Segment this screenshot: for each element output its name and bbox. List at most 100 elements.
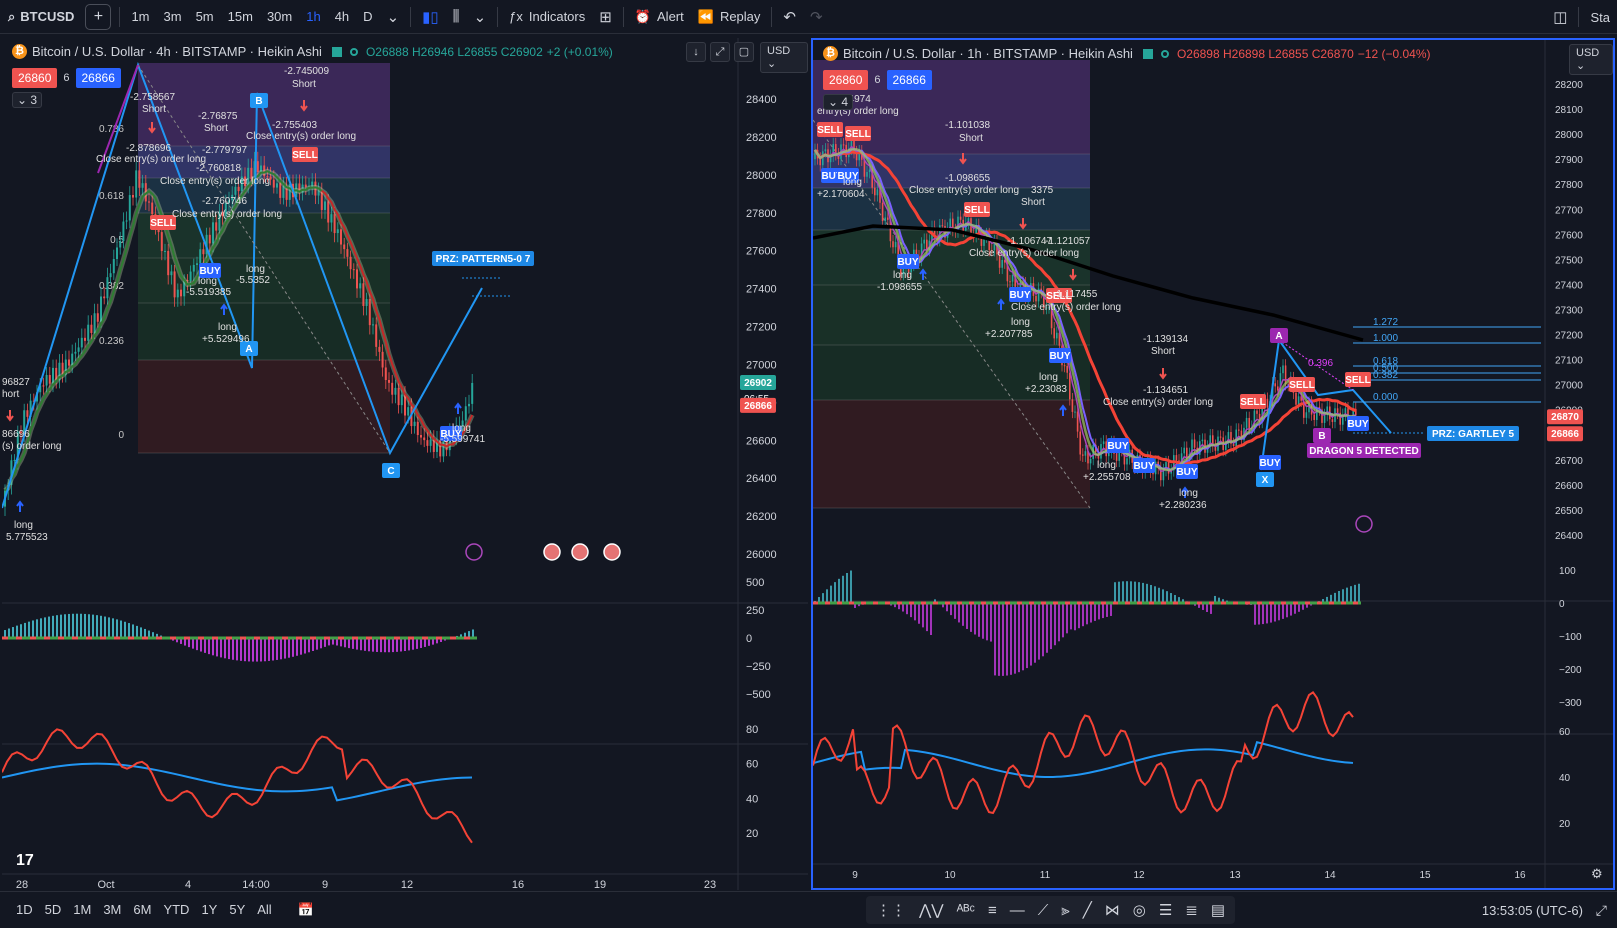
ask-button[interactable]: 26866: [886, 70, 932, 90]
interval-3m[interactable]: 3m: [163, 9, 182, 24]
add-symbol-button[interactable]: +: [85, 3, 112, 30]
macd-tick-label: −200: [1559, 665, 1582, 676]
symbol-search[interactable]: ⌕ BTCUSD: [0, 0, 81, 34]
candle-body: [285, 186, 288, 200]
grip-icon[interactable]: ⋮⋮: [876, 902, 906, 919]
candle-body: [324, 201, 326, 210]
horizontal-line-icon[interactable]: —: [1009, 901, 1025, 919]
layout-grid-icon[interactable]: ⊞: [599, 8, 612, 26]
candle-body: [420, 435, 422, 438]
candles-icon[interactable]: ▮▯: [422, 8, 439, 26]
range-1d[interactable]: 1D: [16, 902, 33, 917]
layout-toggle-icon[interactable]: ◫: [1553, 9, 1568, 26]
ask-button[interactable]: 26866: [75, 68, 121, 88]
candle-body: [138, 170, 141, 188]
trade-annotation: hort: [2, 389, 19, 400]
range-6m[interactable]: 6M: [133, 902, 152, 917]
redo-icon[interactable]: ↷: [809, 8, 823, 26]
indicators-button[interactable]: ƒx Indicators: [502, 0, 592, 34]
interval-4h[interactable]: 4h: [334, 9, 350, 24]
flag-icon[interactable]: [331, 46, 342, 57]
fullscreen-icon[interactable]: ⤢: [710, 42, 730, 62]
expand-icon[interactable]: ⤢: [1595, 902, 1607, 918]
candle-body: [1206, 446, 1209, 453]
left-bid-ask: 26860 6 26866: [12, 68, 121, 88]
candle-body: [988, 234, 990, 251]
alert-button[interactable]: ⏰ Alert: [628, 0, 691, 34]
price-tick-label: 27900: [1555, 155, 1583, 166]
candle-body: [1087, 451, 1089, 464]
bottom-toolbar: 1D 5D 1M 3M 6M YTD 1Y 5Y All 📅 ⋮⋮ ⋀⋁ ᴬᴮᶜ…: [0, 891, 1617, 928]
download-icon[interactable]: ↓: [686, 42, 706, 62]
spiral-icon[interactable]: ◎: [1132, 902, 1146, 919]
abc-pattern-icon[interactable]: ᴬᴮᶜ: [956, 901, 975, 919]
goto-date-icon[interactable]: 📅: [297, 902, 314, 917]
time-tick-label: 12: [401, 879, 413, 890]
candle-body: [343, 244, 346, 250]
bid-button[interactable]: 26860: [823, 70, 869, 90]
time-tick-label: 19: [594, 879, 606, 890]
candle-body: [170, 271, 173, 276]
last-price-tag-bg: [1547, 409, 1583, 425]
interval-1m[interactable]: 1m: [131, 9, 150, 24]
range-3m[interactable]: 3M: [103, 902, 122, 917]
fib-icon[interactable]: ☰: [1158, 902, 1173, 919]
candle-body: [432, 439, 435, 452]
left-currency-select[interactable]: USD ⌄: [760, 42, 808, 73]
replay-button[interactable]: ⏪ Replay: [691, 0, 768, 34]
range-1y[interactable]: 1Y: [201, 902, 218, 917]
left-title: Bitcoin / U.S. Dollar · 4h · BITSTAMP · …: [32, 44, 322, 59]
xabcd-pattern-icon[interactable]: ⋀⋁: [919, 902, 944, 919]
price-tick-label: 27800: [1555, 180, 1583, 191]
left-chart-canvas[interactable]: 2840028200280002780027600274002720027000…: [2, 38, 808, 890]
interval-dropdown-icon[interactable]: ⌄: [386, 8, 400, 26]
bid-button[interactable]: 26860: [12, 68, 58, 88]
candle-body: [874, 187, 876, 196]
candle-body: [1209, 435, 1211, 447]
fib-zone: [813, 400, 1090, 508]
top-toolbar: ⌕ BTCUSD + 1m 3m 5m 15m 30m 1h 4h D ⌄ ▮▯…: [0, 0, 1617, 34]
range-all[interactable]: All: [257, 902, 272, 917]
line-icon[interactable]: ╱: [1082, 902, 1092, 919]
range-1m[interactable]: 1M: [73, 902, 92, 917]
candle-body: [894, 241, 897, 248]
save-area[interactable]: Sta: [1590, 9, 1610, 25]
candle-body: [68, 359, 70, 366]
trend-lines-icon[interactable]: ≡: [987, 901, 997, 919]
interval-d[interactable]: D: [363, 9, 373, 24]
fib-extension-icon[interactable]: ≣: [1185, 902, 1198, 919]
range-5y[interactable]: 5Y: [229, 902, 246, 917]
indicator-collapse-toggle[interactable]: ⌄ 4: [823, 94, 854, 110]
range-ytd[interactable]: YTD: [163, 902, 190, 917]
path-icon[interactable]: ⋈: [1104, 902, 1120, 919]
candle-body: [58, 362, 61, 381]
flag-icon[interactable]: [1142, 48, 1153, 59]
right-currency-select[interactable]: USD ⌄: [1569, 44, 1613, 75]
price-tick-label: 26400: [1555, 531, 1583, 542]
interval-1h[interactable]: 1h: [306, 9, 321, 24]
indicator-collapse-toggle[interactable]: ⌄ 3: [12, 92, 43, 108]
chart-pane-right[interactable]: 28200 28100 28000 27900 27800 27700 27600 27500…: [811, 38, 1615, 890]
candle-body: [1355, 408, 1357, 416]
more-lines-icon[interactable]: ▤: [1210, 902, 1226, 919]
time-tick-label: 12: [1133, 870, 1145, 881]
chart-type-dropdown-icon[interactable]: ⌄: [473, 8, 487, 26]
undo-icon[interactable]: ↶: [783, 8, 796, 26]
candle-body: [336, 229, 339, 234]
ray-icon[interactable]: ⟋: [1037, 901, 1049, 919]
dragon-detected-label: DRAGON 5 DETECTED: [1309, 446, 1418, 457]
interval-5m[interactable]: 5m: [195, 9, 214, 24]
range-5d[interactable]: 5D: [44, 902, 62, 917]
chart-pane-left[interactable]: 28400 28200 28000 27800 27600 27400 27200 27000…: [2, 38, 808, 890]
interval-15m[interactable]: 15m: [227, 9, 253, 24]
interval-30m[interactable]: 30m: [266, 9, 293, 24]
maximize-icon[interactable]: ▢: [734, 42, 754, 62]
trade-annotation: -1.106747: [1007, 236, 1052, 247]
clock-timezone[interactable]: 13:53:05 (UTC-6): [1481, 903, 1583, 918]
pitchfork-icon[interactable]: ⫸: [1061, 901, 1070, 919]
chart-type-icon[interactable]: ⫼: [452, 8, 460, 25]
right-chart-canvas[interactable]: 28200 28100 28000 27900 27800 27700 27600 27500…: [813, 40, 1613, 888]
search-icon: ⌕: [8, 8, 16, 24]
candle-body: [861, 151, 863, 160]
trade-annotation: long: [1097, 460, 1116, 471]
